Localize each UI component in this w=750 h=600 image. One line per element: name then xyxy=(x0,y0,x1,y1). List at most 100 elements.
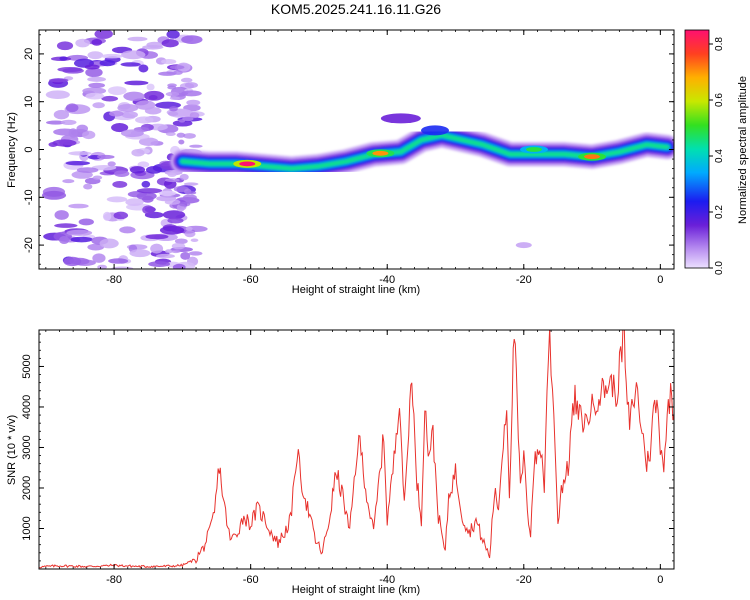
spectrogram-noise-blob xyxy=(166,30,180,39)
spectrogram-noise-blob xyxy=(120,62,141,67)
spectrogram-noise-blob xyxy=(87,243,105,251)
spectrogram-noise-blob xyxy=(66,229,93,236)
spectrogram-noise-blob xyxy=(94,30,113,39)
snr-x-tick-label: -20 xyxy=(516,574,532,586)
spectrogram-noise-blob xyxy=(58,236,70,245)
spectrogram-noise-blob xyxy=(161,58,177,65)
spectrogram-noise-blob xyxy=(85,92,105,100)
spectrogram-noise-blob xyxy=(144,106,162,115)
spectrogram-noise-blob xyxy=(189,112,200,119)
spectrogram-noise-blob xyxy=(60,119,77,125)
spectrogram-noise-blob xyxy=(45,90,70,100)
spectrogram-noise-blob xyxy=(143,90,165,101)
spectrogram-noise-blob xyxy=(138,137,159,146)
spectrogram-noise-blob xyxy=(68,151,92,156)
spectrogram-noise-blob xyxy=(164,199,181,205)
spectrogram-noise-blob xyxy=(108,110,124,117)
spectrogram-noise-blob xyxy=(167,111,179,116)
spectrogram-noise-blob xyxy=(138,64,149,73)
spectrogram-side-patch xyxy=(421,125,450,136)
spectrogram-noise-blob xyxy=(173,70,183,75)
spectrogram-noise-blob xyxy=(91,38,103,46)
snr-panel: -80 -60 -40 -20 0 1000 2000 3000 4000 5000 Heigh… xyxy=(6,329,675,596)
spectrogram-side-patch xyxy=(515,242,532,249)
spectrogram-noise-blob xyxy=(129,166,146,174)
spectrogram-x-tick-label: -20 xyxy=(516,274,532,286)
spectrogram-y-axis: -20 -10 0 10 20 xyxy=(23,34,674,265)
spectrogram-noise-blob xyxy=(68,203,89,209)
spectrogram-noise-blob xyxy=(91,165,117,171)
spectrogram-noise-blob xyxy=(92,102,105,109)
spectrogram-xlabel: Height of straight line (km) xyxy=(292,284,420,296)
spectrogram-noise-blob xyxy=(148,261,171,267)
spectrogram-noise-blob xyxy=(112,180,128,188)
colorbar-tick-label: 0.2 xyxy=(714,205,725,219)
spectrogram-peak xyxy=(584,154,601,160)
spectrogram-noise-blob xyxy=(180,251,191,260)
spectrogram-noise-blob xyxy=(113,211,129,220)
snr-x-axis: -80 -60 -40 -20 0 xyxy=(45,330,675,586)
spectrogram-noise-blob xyxy=(184,230,196,238)
spectrogram-noise-blob xyxy=(65,160,91,166)
spectrogram-noise-blob xyxy=(62,179,75,184)
snr-ylabel: SNR (10 * v/v) xyxy=(6,415,18,485)
spectrogram-noise-blob xyxy=(167,172,177,177)
spectrogram-noise-blob xyxy=(169,106,178,112)
spectrogram-noise-blob xyxy=(169,65,185,70)
spectrogram-noise-blob xyxy=(171,242,186,250)
spectrogram-noise-blob xyxy=(76,124,88,133)
snr-y-tick-label: 3000 xyxy=(21,435,33,459)
spectrogram-noise-blob xyxy=(70,236,93,243)
spectrogram-noise-blob xyxy=(158,71,177,76)
snr-y-tick-label: 2000 xyxy=(21,476,33,500)
spectrogram-noise-blob xyxy=(186,99,201,106)
spectrogram-noise-blob xyxy=(141,180,151,188)
spectrogram-noise-blob xyxy=(178,201,191,207)
spectrogram-noise-blob xyxy=(76,167,99,173)
spectrogram-noise-blob xyxy=(127,36,148,42)
spectrogram-noise-blob xyxy=(165,131,176,137)
spectrogram-noise-blob xyxy=(137,161,150,168)
spectrogram-side-patch xyxy=(380,113,421,124)
spectrogram-noise-blob xyxy=(182,194,197,201)
spectrogram-noise-blob xyxy=(174,238,188,245)
spectrogram-noise-blob xyxy=(107,86,127,96)
spectrogram-noise-blob xyxy=(172,263,186,269)
spectrogram-noise-blob xyxy=(155,253,175,259)
snr-x-tick-label: 0 xyxy=(657,574,663,586)
spectrogram-noise-blob xyxy=(121,50,146,60)
spectrogram-ridge xyxy=(170,113,674,249)
spectrogram-noise-blob xyxy=(111,123,129,133)
spectrogram-noise-blob xyxy=(142,195,154,203)
spectrogram-noise-blob xyxy=(172,120,193,127)
snr-x-tick-label: -60 xyxy=(243,574,259,586)
colorbar-label: Normalized spectral amplitude xyxy=(737,76,749,224)
spectrogram-noise-blob xyxy=(99,238,119,249)
spectrogram-noise-blob xyxy=(162,210,186,220)
snr-y-tick-label: 4000 xyxy=(21,395,33,419)
spectrogram-noise-blob xyxy=(82,130,96,140)
spectrogram-noise-blob xyxy=(54,210,69,220)
snr-y-axis: 1000 2000 3000 4000 5000 xyxy=(21,333,674,562)
spectrogram-noise-blob xyxy=(165,91,180,97)
spectrogram-x-tick-label: -80 xyxy=(106,274,122,286)
spectrogram-noise-blob xyxy=(41,190,67,200)
spectrogram-peak xyxy=(372,150,389,156)
spectrogram-noise-blob xyxy=(117,103,139,112)
spectrogram-noise-blob xyxy=(54,223,78,228)
spectrogram-noise-blob xyxy=(88,82,106,89)
spectrogram-noise-blob xyxy=(46,120,66,125)
spectrogram-noise-blob xyxy=(178,139,185,145)
spectrogram-noise-blob xyxy=(189,191,197,195)
spectrogram-peak xyxy=(239,161,256,167)
spectrogram-noise-blob xyxy=(75,38,91,48)
spectrogram-panel: -80 -60 -40 -20 0 -20 -10 0 10 20 Height of stra… xyxy=(6,29,675,296)
spectrogram-noise-blob xyxy=(83,183,93,190)
colorbar-tick-label: 0.8 xyxy=(714,37,725,51)
spectrogram-noise-blob xyxy=(145,234,169,240)
spectrogram-noise-blob xyxy=(65,103,79,113)
spectrogram-noise-blob xyxy=(179,173,189,181)
spectrogram-noise-blob xyxy=(53,109,70,120)
spectrogram-noise-blob xyxy=(146,83,155,91)
